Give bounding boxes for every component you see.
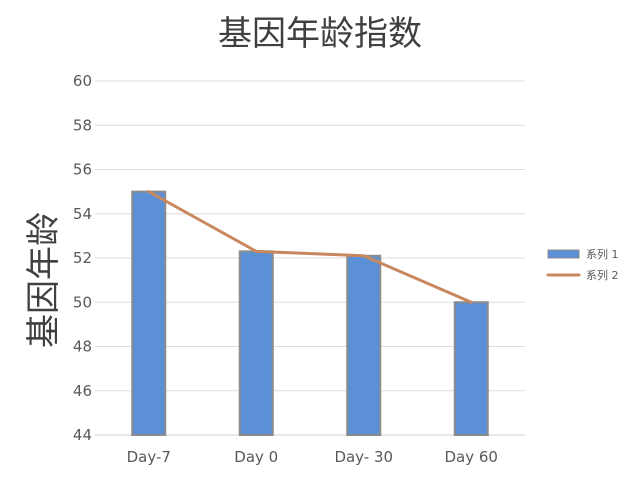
bars-layer: [131, 190, 489, 436]
y-axis-label: 基因年龄: [24, 212, 64, 348]
x-tick-label: Day- 30: [334, 448, 393, 466]
y-tick-label: 52: [73, 249, 92, 267]
grid-layer: [95, 80, 525, 436]
y-tick-label: 48: [73, 338, 92, 356]
bar-series-1: [238, 250, 274, 436]
legend-swatch-series-1: [547, 249, 580, 259]
x-tick-label: Day-7: [127, 448, 171, 466]
bar-series-1: [453, 301, 489, 436]
legend: 系列 1 系列 2: [546, 247, 619, 282]
axis-layer: 44 46 48 50 52 54 56 58 60 Day-7 Day 0 Day- 30 Day 6…: [73, 72, 525, 466]
y-tick-label: 46: [73, 382, 92, 400]
chart-title: 基因年龄指数: [218, 14, 422, 54]
line-series-2: [147, 190, 473, 304]
x-tick-label: Day 60: [445, 448, 498, 466]
bar-series-1: [131, 190, 167, 436]
y-tick-label: 54: [73, 205, 92, 223]
y-tick-label: 60: [73, 72, 92, 90]
line-layer: [147, 190, 473, 304]
x-tick-label: Day 0: [234, 448, 278, 466]
legend-label-series-2: 系列 2: [586, 268, 619, 282]
legend-label-series-1: 系列 1: [586, 247, 619, 261]
y-tick-label: 56: [73, 161, 92, 179]
y-tick-label: 44: [73, 426, 92, 444]
y-tick-label: 50: [73, 293, 92, 311]
y-tick-label: 58: [73, 116, 92, 134]
bar-series-1: [346, 254, 382, 436]
